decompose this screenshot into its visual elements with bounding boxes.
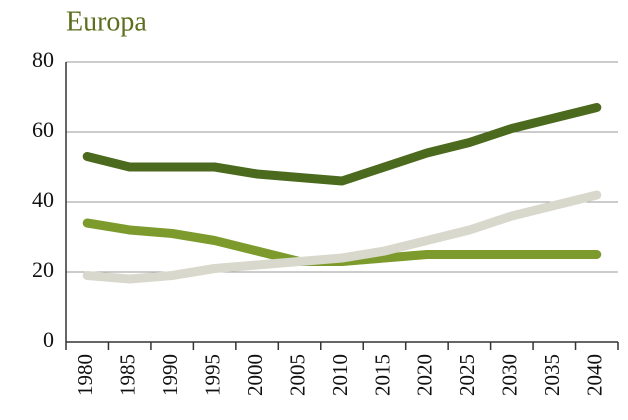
y-tick-label: 60 [32, 117, 54, 142]
x-tick-label: 1995 [200, 354, 224, 396]
chart-title: Europa [66, 6, 147, 37]
x-tick-label: 2025 [455, 354, 479, 396]
series-line [82, 103, 602, 186]
x-tick-label: 2020 [413, 354, 437, 396]
x-tick-label: 2015 [370, 354, 394, 396]
x-tick-label: 2030 [498, 354, 522, 396]
series-line [82, 190, 602, 284]
x-tick-label: 2010 [328, 354, 352, 396]
y-tick-label: 40 [32, 187, 54, 212]
x-tick-label: 1990 [158, 354, 182, 396]
x-tick-label: 2000 [243, 354, 267, 396]
x-tick-label: 1980 [73, 354, 97, 396]
x-tick-label: 1985 [116, 354, 140, 396]
x-tick-label: 2040 [583, 354, 607, 396]
y-tick-label: 0 [43, 327, 54, 352]
x-tick-label: 2035 [540, 354, 564, 396]
y-tick-label: 20 [32, 257, 54, 282]
y-tick-label: 80 [32, 47, 54, 72]
x-tick-label: 2005 [285, 354, 309, 396]
